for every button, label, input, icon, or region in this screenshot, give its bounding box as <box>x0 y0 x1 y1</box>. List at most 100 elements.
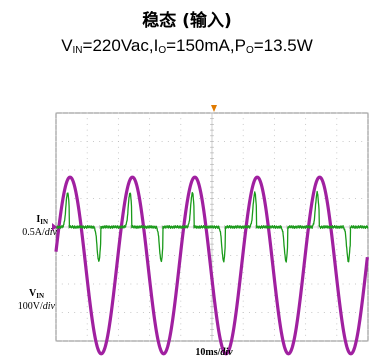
grid-dot <box>155 198 157 199</box>
grid-dot <box>86 141 88 142</box>
grid-dot <box>124 283 126 285</box>
grid-dot <box>55 340 57 342</box>
grid-dot <box>367 152 369 154</box>
grid-dot <box>86 237 88 239</box>
grid-dot <box>142 198 144 199</box>
grid-dot <box>205 112 207 114</box>
grid-dot <box>86 123 88 125</box>
grid-dot <box>149 203 151 205</box>
grid-dot <box>55 272 57 274</box>
grid-dot <box>330 141 332 142</box>
grid-dot <box>86 203 88 205</box>
grid-dot <box>305 289 307 291</box>
grid-dot <box>117 158 119 160</box>
grid-dot <box>336 260 338 262</box>
grid-dot <box>199 112 201 114</box>
grid-dot <box>74 169 76 171</box>
grid-dot <box>323 198 325 199</box>
grid-dot <box>55 334 57 336</box>
grid-dot <box>180 152 182 154</box>
grid-dot <box>136 112 138 114</box>
grid-dot <box>367 317 369 319</box>
grid-dot <box>323 283 325 285</box>
grid-dot <box>99 112 101 114</box>
grid-dot <box>317 340 319 342</box>
grid-dot <box>242 129 244 131</box>
grid-dot <box>117 300 119 302</box>
grid-dot <box>180 215 182 217</box>
grid-dot <box>86 198 88 199</box>
grid-dot <box>305 317 307 319</box>
grid-dot <box>367 129 369 131</box>
grid-dot <box>367 158 369 160</box>
grid-dot <box>55 203 57 205</box>
grid-dot <box>355 198 357 199</box>
grid-dot <box>223 340 225 342</box>
grid-dot <box>336 152 338 154</box>
grid-dot <box>267 255 269 256</box>
grid-dot <box>242 294 244 296</box>
grid-dot <box>305 340 307 342</box>
grid-dot <box>336 329 338 331</box>
grid-dot <box>167 255 169 256</box>
grid-dot <box>248 169 250 171</box>
grid-dot <box>217 141 219 142</box>
grid-dot <box>323 255 325 256</box>
grid-dot <box>149 135 151 137</box>
grid-dot <box>336 340 338 342</box>
grid-dot <box>336 317 338 319</box>
grid-dot <box>105 312 107 313</box>
grid-dot <box>86 260 88 262</box>
grid-dot <box>236 340 238 342</box>
grid-dot <box>167 141 169 142</box>
grid-dot <box>273 112 275 114</box>
grid-dot <box>167 169 169 171</box>
grid-dot <box>217 340 219 342</box>
grid-dot <box>230 112 232 114</box>
grid-dot <box>55 169 57 171</box>
grid-dot <box>273 329 275 331</box>
grid-dot <box>305 163 307 165</box>
grid-dot <box>236 141 238 142</box>
grid-dot <box>74 283 76 285</box>
grid-dot <box>336 123 338 125</box>
grid-dot <box>67 141 69 142</box>
grid-dot <box>117 294 119 296</box>
grid-dot <box>55 312 57 313</box>
grid-dot <box>149 340 151 342</box>
grid-dot <box>192 112 194 114</box>
grid-dot <box>86 152 88 154</box>
grid-dot <box>136 141 138 142</box>
grid-dot <box>342 112 344 114</box>
grid-dot <box>149 146 151 148</box>
grid-dot <box>317 169 319 171</box>
grid-dot <box>336 186 338 188</box>
grid-dot <box>242 300 244 302</box>
grid-dot <box>180 146 182 148</box>
grid-dot <box>186 312 188 313</box>
grid-dot <box>367 198 369 199</box>
grid-dot <box>86 215 88 217</box>
grid-dot <box>86 169 88 171</box>
grid-dot <box>323 112 325 114</box>
grid-dot <box>186 340 188 342</box>
grid-dot <box>111 283 113 285</box>
grid-dot <box>186 169 188 171</box>
grid-dot <box>242 180 244 182</box>
grid-dot <box>192 169 194 171</box>
grid-dot <box>317 141 319 142</box>
grid-dot <box>367 243 369 245</box>
grid-dot <box>117 192 119 194</box>
grid-dot <box>248 141 250 142</box>
grid-dot <box>348 169 350 171</box>
grid-dot <box>142 312 144 313</box>
grid-dot <box>205 198 207 199</box>
grid-dot <box>305 180 307 182</box>
grid-dot <box>149 220 151 222</box>
grid-dot <box>367 192 369 194</box>
grid-dot <box>55 135 57 137</box>
grid-dot <box>292 283 294 285</box>
grid-dot <box>55 209 57 211</box>
grid-dot <box>330 255 332 256</box>
grid-dot <box>117 306 119 308</box>
